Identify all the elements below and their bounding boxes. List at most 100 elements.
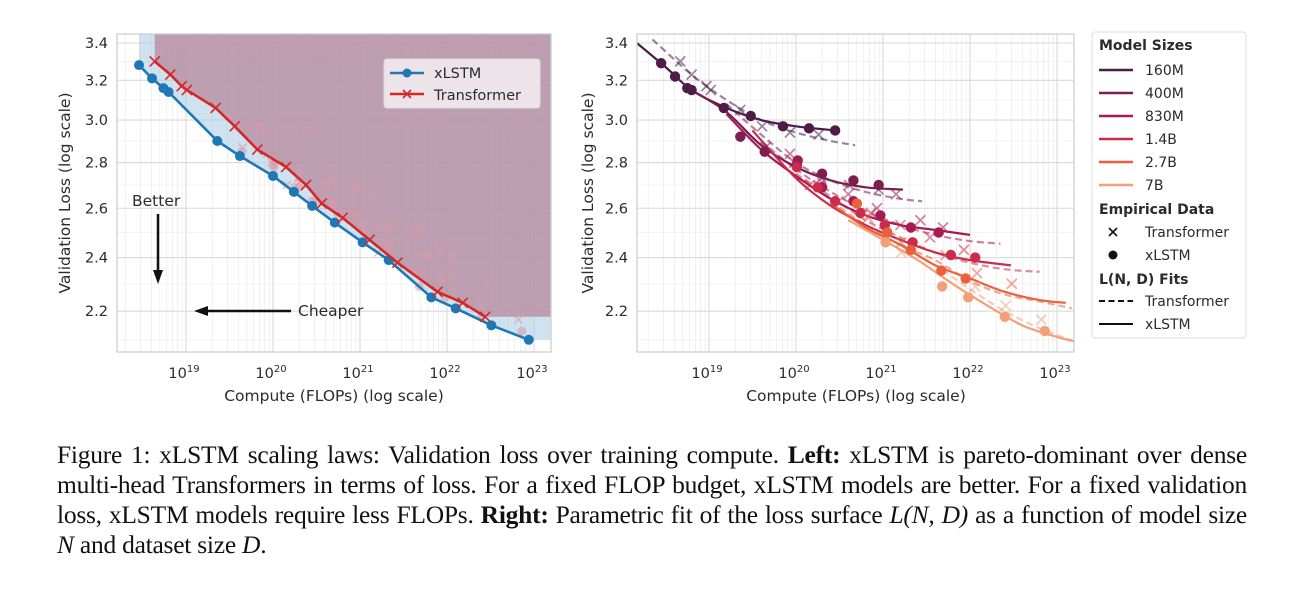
y-tick-label: 2.2 — [85, 304, 108, 320]
transformer-point — [457, 297, 469, 309]
xlstm-point-160M — [686, 84, 697, 96]
transformer-point-160M — [813, 129, 825, 141]
transformer-point-160M — [705, 84, 717, 96]
transformer-point-160M — [685, 68, 698, 81]
legend-empirical-xlstm-dot-icon — [1108, 250, 1118, 260]
xlstm-point-160M — [718, 102, 729, 114]
better-arrow-icon — [153, 214, 163, 284]
xlstm-point-2.7B — [960, 273, 971, 284]
legend-fits-title: L(N, D) Fits — [1099, 272, 1189, 288]
transformer-point — [431, 286, 443, 298]
background-transformer-point — [372, 220, 382, 230]
legend-model-sizes-title: Model Sizes — [1099, 38, 1193, 54]
xlstm-point — [450, 303, 461, 314]
transformer-point-2.7B — [971, 267, 983, 279]
xlstm-point — [523, 334, 534, 345]
transformer-point — [280, 161, 292, 173]
caption-right-label: Right: — [480, 500, 549, 529]
transformer-point-160M — [734, 104, 746, 116]
background-xlstm-point — [351, 180, 361, 190]
background-transformer-point — [418, 250, 428, 260]
y-tick-label: 2.8 — [85, 156, 108, 172]
background-transformer-point — [415, 222, 425, 233]
xlstm-point-400M — [816, 168, 828, 179]
x-tick-label: 1019 — [691, 364, 722, 382]
transformer-point-7B — [969, 280, 981, 293]
xlstm-point — [329, 217, 340, 228]
transformer-point-7B — [895, 246, 907, 259]
transformer-point — [364, 234, 376, 246]
legend-empirical-transformer-label: Transformer — [1144, 225, 1229, 241]
transformer-point — [164, 69, 176, 81]
y-tick-label: 2.4 — [85, 251, 108, 267]
xlstm-point-1.4B — [945, 249, 957, 261]
right-x-axis-label: Compute (FLOPs) (log scale) — [746, 387, 966, 405]
transformer-point-1.4B — [958, 244, 970, 256]
transformer-point-160M — [674, 55, 686, 67]
background-transformer-point — [320, 189, 330, 199]
transformer-point-830M — [914, 214, 927, 226]
transformer-point — [210, 102, 222, 114]
y-tick-label: 3.2 — [605, 73, 628, 89]
background-transformer-point — [513, 315, 523, 325]
xlstm-point-830M — [875, 210, 886, 221]
background-transformer-point — [436, 245, 446, 255]
xlstm-point-7B — [963, 292, 974, 303]
legend-size-label: 400M — [1145, 86, 1184, 102]
background-transformer-point — [351, 185, 361, 195]
transformer-point-1.4B — [924, 231, 936, 243]
caption-right-text-4: . — [260, 530, 267, 559]
xlstm-point — [486, 320, 497, 331]
figure: 3.43.23.02.82.62.42.2 1019 1020 1021 1022 10… — [56, 31, 1247, 405]
x-tick-label: 1021 — [342, 364, 373, 382]
right-y-tick-labels: 3.4 3.2 3.0 2.8 2.6 2.4 2.2 — [605, 36, 628, 320]
background-xlstm-point — [517, 326, 527, 336]
background-transformer-point — [262, 127, 272, 138]
left-x-axis-label: Compute (FLOPs) (log scale) — [224, 387, 444, 405]
y-tick-label: 2.8 — [605, 156, 628, 172]
transformer-point — [181, 84, 193, 96]
background-xlstm-point — [352, 210, 362, 220]
transformer-point — [149, 55, 161, 67]
xlstm-point-7B — [1039, 325, 1051, 337]
transformer-point-2.7B — [895, 236, 907, 248]
transformer-point-830M — [784, 148, 796, 160]
xlstm-point-7B — [880, 237, 891, 248]
caption-right-text-3: and dataset size — [73, 530, 243, 559]
caption-right-text-2: as a function of model size — [968, 500, 1247, 529]
background-xlstm-point — [307, 125, 317, 135]
xlstm-point — [134, 60, 145, 71]
y-tick-label: 2.6 — [605, 201, 628, 217]
background-transformer-point — [349, 203, 359, 213]
x-tick-label: 1022 — [429, 364, 460, 382]
caption-math-l: L — [889, 500, 904, 529]
caption-left-text: xLSTM is pareto-dominant over dense mult… — [57, 440, 1247, 529]
cheaper-annotation: Cheaper — [298, 302, 364, 320]
right-grid — [637, 34, 1074, 352]
x-tick-label: 1021 — [865, 364, 896, 382]
xlstm-point-2.7B — [936, 265, 947, 276]
xlstm-fit-1.4B — [751, 129, 1012, 267]
xlstm-point — [212, 135, 223, 146]
background-transformer-point — [291, 130, 301, 140]
xlstm-point-160M — [829, 125, 841, 136]
figure-caption: Figure 1: xLSTM scaling laws: Validation… — [57, 440, 1247, 560]
xlstm-point-400M — [848, 175, 859, 186]
legend-size-label: 2.7B — [1145, 155, 1177, 171]
right-chart: 3.43.23.02.82.62.42.2 1019 1020 1021 1022 10… — [579, 31, 1247, 405]
xlstm-point — [234, 151, 245, 162]
xlstm-point-160M — [669, 71, 681, 82]
y-tick-label: 3.0 — [605, 113, 628, 129]
background-xlstm-point — [329, 199, 339, 209]
legend-empirical-xlstm-label: xLSTM — [1145, 248, 1191, 264]
xlstm-point — [268, 170, 278, 181]
legend-size-label: 830M — [1145, 109, 1184, 125]
xlstm-point-830M — [905, 222, 917, 233]
xlstm-point-830M — [933, 227, 944, 238]
cheaper-arrow-icon — [194, 306, 291, 316]
y-tick-label: 3.4 — [85, 36, 108, 52]
background-transformer-point — [368, 189, 378, 199]
legend-size-label: 160M — [1145, 63, 1184, 79]
xlstm-point-400M — [735, 131, 746, 142]
background-transformer-point — [392, 215, 402, 225]
